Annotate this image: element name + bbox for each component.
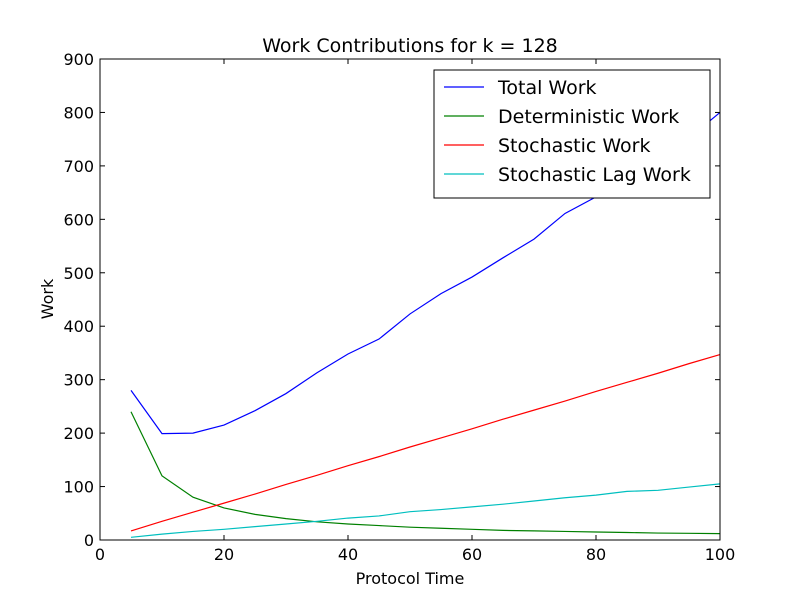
y-tick-label: 800 bbox=[63, 103, 94, 122]
y-tick-label: 500 bbox=[63, 264, 94, 283]
series-line-2 bbox=[130, 411, 721, 535]
y-tick-label: 600 bbox=[63, 210, 94, 229]
x-tick-label: 0 bbox=[95, 545, 105, 564]
x-tick-label: 80 bbox=[586, 545, 606, 564]
x-tick-label: 20 bbox=[214, 545, 234, 564]
y-tick-label: 400 bbox=[63, 317, 94, 336]
chart-title: Work Contributions for k = 128 bbox=[262, 35, 558, 57]
legend-box bbox=[433, 69, 711, 199]
x-axis-title: Protocol Time bbox=[356, 569, 465, 588]
y-tick-label: 0 bbox=[84, 531, 94, 550]
x-tick-label: 60 bbox=[462, 545, 482, 564]
y-axis-title: Work bbox=[38, 278, 57, 319]
series-line-3 bbox=[130, 353, 721, 532]
axes: 0 20 40 60 80 100 0 100 200 300 400 500 600 700 800 900 bbox=[63, 50, 735, 564]
y-tick-label: 100 bbox=[63, 478, 94, 497]
legend-label-1: Total Work bbox=[497, 77, 597, 99]
y-tick-label: 900 bbox=[63, 50, 94, 69]
y-tick-label: 300 bbox=[63, 371, 94, 390]
x-tick-label: 100 bbox=[705, 545, 736, 564]
legend-label-4: Stochastic Lag Work bbox=[498, 164, 691, 186]
series-line-4 bbox=[130, 483, 721, 538]
plot-frame bbox=[99, 58, 721, 541]
legend: Total Work Deterministic Work Stochastic W… bbox=[433, 69, 711, 199]
legend-label-2: Deterministic Work bbox=[498, 106, 679, 128]
x-tick-label: 40 bbox=[338, 545, 358, 564]
y-tick-label: 200 bbox=[63, 424, 94, 443]
legend-label-3: Stochastic Work bbox=[498, 135, 651, 157]
y-tick-label: 700 bbox=[63, 157, 94, 176]
